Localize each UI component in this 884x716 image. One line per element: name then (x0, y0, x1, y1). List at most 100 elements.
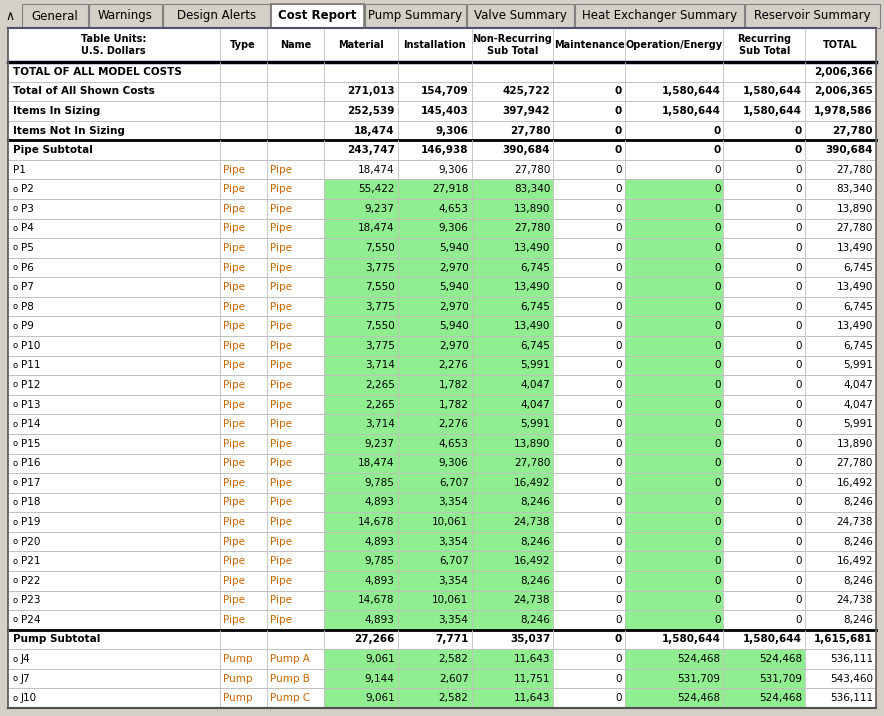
Text: 1,580,644: 1,580,644 (743, 106, 802, 116)
Text: 0: 0 (714, 400, 720, 410)
Bar (625, 199, 723, 218)
Text: 0: 0 (615, 301, 622, 311)
Text: 531,709: 531,709 (759, 674, 802, 684)
Bar (8, 277, 876, 297)
Text: 6,745: 6,745 (843, 301, 873, 311)
Text: 9,785: 9,785 (365, 478, 395, 488)
Text: 5,940: 5,940 (438, 282, 469, 292)
Text: Pipe: Pipe (223, 615, 245, 625)
Text: 0: 0 (796, 380, 802, 390)
Text: 0: 0 (796, 301, 802, 311)
Bar (625, 453, 723, 473)
Bar (8, 160, 876, 180)
Text: o: o (12, 204, 18, 213)
Text: 0: 0 (714, 165, 720, 175)
Text: Pipe: Pipe (270, 439, 292, 449)
Text: 0: 0 (615, 615, 622, 625)
Text: 0: 0 (796, 517, 802, 527)
Text: 0: 0 (796, 282, 802, 292)
Text: 0: 0 (615, 184, 622, 194)
Bar (625, 473, 723, 493)
Text: 13,890: 13,890 (836, 439, 873, 449)
Bar (365, 4, 466, 28)
Text: 0: 0 (714, 576, 720, 586)
Bar (8, 473, 876, 493)
Text: o: o (12, 400, 18, 409)
Text: General: General (32, 9, 79, 22)
Bar (625, 395, 723, 415)
Text: Pipe: Pipe (223, 341, 245, 351)
Text: 0: 0 (714, 419, 720, 429)
Text: 543,460: 543,460 (830, 674, 873, 684)
Bar (471, 238, 553, 258)
Bar (625, 356, 723, 375)
Text: 2,006,366: 2,006,366 (814, 67, 873, 77)
Text: Maintenance: Maintenance (553, 40, 624, 50)
Text: 6,707: 6,707 (438, 478, 469, 488)
Text: 9,144: 9,144 (365, 674, 395, 684)
Text: 524,468: 524,468 (677, 654, 720, 664)
Text: 5,991: 5,991 (521, 419, 550, 429)
Text: 10,061: 10,061 (432, 517, 469, 527)
Bar (398, 688, 471, 708)
Text: 5,940: 5,940 (438, 243, 469, 253)
Text: 271,013: 271,013 (347, 87, 395, 97)
Text: Installation: Installation (403, 40, 466, 50)
Text: Pipe: Pipe (223, 536, 245, 546)
Text: o: o (12, 498, 18, 507)
Text: Pipe: Pipe (270, 615, 292, 625)
Text: P21: P21 (21, 556, 41, 566)
Text: J7: J7 (21, 674, 31, 684)
Text: 425,722: 425,722 (502, 87, 550, 97)
Text: 27,780: 27,780 (833, 125, 873, 135)
Text: Reservoir Summary: Reservoir Summary (754, 9, 871, 22)
Text: 4,047: 4,047 (843, 380, 873, 390)
Text: o: o (12, 224, 18, 233)
Text: 0: 0 (714, 556, 720, 566)
Bar (324, 258, 398, 277)
Text: 524,468: 524,468 (759, 654, 802, 664)
Bar (625, 532, 723, 551)
Bar (8, 218, 876, 238)
Text: 8,246: 8,246 (843, 498, 873, 508)
Text: 8,246: 8,246 (843, 536, 873, 546)
Text: o: o (12, 283, 18, 291)
Text: P6: P6 (21, 263, 34, 273)
Text: 18,474: 18,474 (358, 223, 395, 233)
Bar (625, 571, 723, 591)
Text: 0: 0 (796, 184, 802, 194)
Text: P18: P18 (21, 498, 41, 508)
Text: 0: 0 (614, 125, 622, 135)
Bar (324, 375, 398, 395)
Text: P5: P5 (21, 243, 34, 253)
Text: o: o (12, 596, 18, 605)
Text: 0: 0 (615, 674, 622, 684)
Text: o: o (12, 342, 18, 350)
Text: 0: 0 (796, 360, 802, 370)
Text: 0: 0 (615, 204, 622, 214)
Bar (471, 610, 553, 629)
Text: Pipe: Pipe (223, 243, 245, 253)
Text: 3,354: 3,354 (438, 536, 469, 546)
Bar (324, 453, 398, 473)
Text: Pipe: Pipe (270, 223, 292, 233)
Text: 27,780: 27,780 (836, 223, 873, 233)
Bar (8, 297, 876, 316)
Text: 27,266: 27,266 (354, 634, 395, 644)
Text: 0: 0 (796, 595, 802, 605)
Text: 0: 0 (796, 223, 802, 233)
Text: 11,643: 11,643 (514, 693, 550, 703)
Text: Pump Summary: Pump Summary (369, 9, 462, 22)
Text: 24,738: 24,738 (514, 517, 550, 527)
Bar (398, 316, 471, 336)
Text: Pipe: Pipe (223, 360, 245, 370)
Text: 8,246: 8,246 (521, 498, 550, 508)
Text: 0: 0 (614, 87, 622, 97)
Bar (324, 688, 398, 708)
Bar (8, 649, 876, 669)
Text: 0: 0 (796, 419, 802, 429)
Text: 1,580,644: 1,580,644 (743, 634, 802, 644)
Text: 3,775: 3,775 (365, 263, 395, 273)
Text: Recurring
Sub Total: Recurring Sub Total (737, 34, 791, 56)
Text: 27,780: 27,780 (836, 165, 873, 175)
